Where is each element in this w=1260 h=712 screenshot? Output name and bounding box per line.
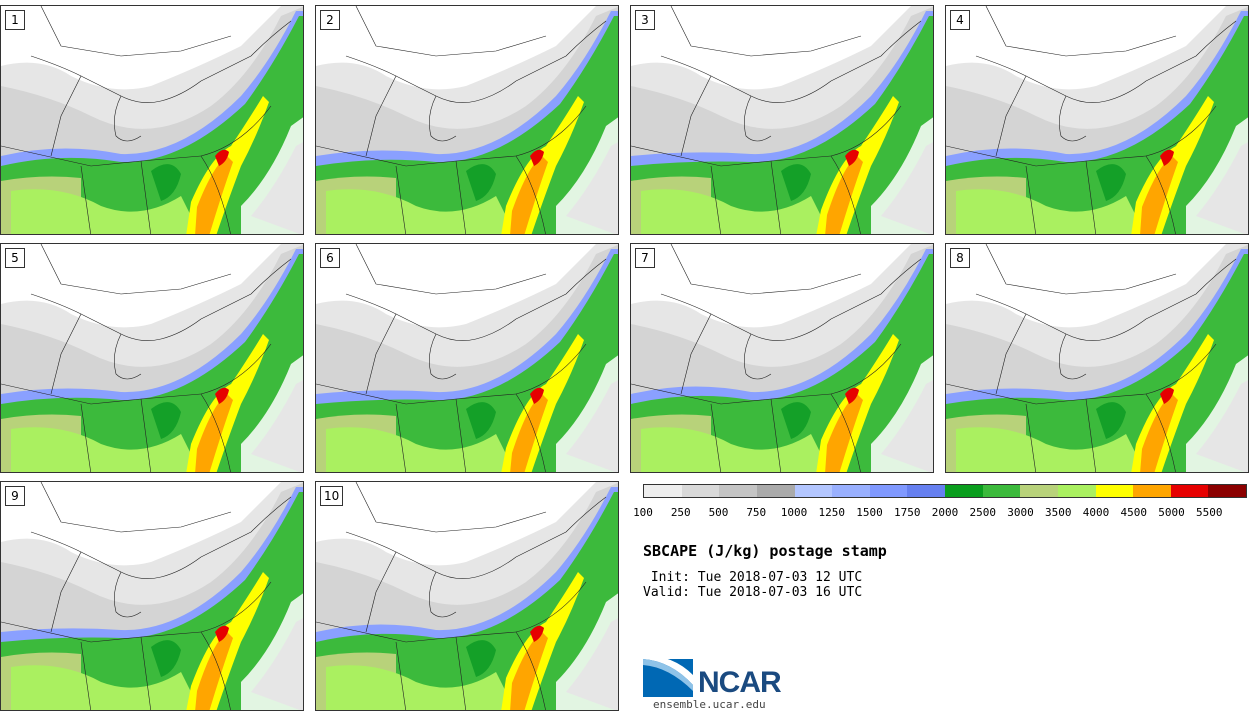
- member-number-badge: 9: [5, 486, 25, 506]
- colorbar-swatch: [945, 485, 983, 497]
- member-number-badge: 7: [635, 248, 655, 268]
- colorbar-tick-label: 5500: [1196, 506, 1223, 519]
- cape-map: [1, 6, 303, 234]
- colorbar-swatch: [1208, 485, 1246, 497]
- colorbar-tick-label: 750: [746, 506, 767, 519]
- product-title: SBCAPE (J/kg) postage stamp: [643, 542, 887, 560]
- member-panel[interactable]: 9: [0, 481, 304, 711]
- colorbar-swatch: [1020, 485, 1058, 497]
- member-number-badge: 4: [950, 10, 970, 30]
- colorbar-tick-label: 4000: [1082, 506, 1110, 519]
- member-panel[interactable]: 3: [630, 5, 934, 235]
- member-panel[interactable]: 8: [945, 243, 1249, 473]
- colorbar-swatch: [1170, 485, 1209, 497]
- colorbar-tick-label: 5000: [1158, 506, 1185, 519]
- member-number-badge: 10: [320, 486, 344, 506]
- ncar-logo-icon: [643, 655, 693, 697]
- site-url[interactable]: ensemble.ucar.edu: [653, 698, 766, 711]
- cape-map: [1, 482, 303, 710]
- cape-map: [946, 6, 1248, 234]
- colorbar-swatch: [832, 485, 870, 497]
- member-panel[interactable]: 7: [630, 243, 934, 473]
- colorbar-tick-label: 500: [708, 506, 729, 519]
- colorbar-tick-label: 1250: [818, 506, 846, 519]
- member-number-badge: 1: [5, 10, 25, 30]
- cape-map: [316, 6, 618, 234]
- logo-wordmark: NCAR: [698, 666, 782, 699]
- colorbar-tick-label: 2000: [931, 506, 959, 519]
- colorbar-swatch: [1057, 485, 1096, 497]
- colorbar-tick-label: 3000: [1007, 506, 1034, 519]
- colorbar-swatch: [1133, 485, 1171, 497]
- colorbar-swatch: [869, 485, 908, 497]
- member-panel[interactable]: 4: [945, 5, 1249, 235]
- init-time: Init: Tue 2018-07-03 12 UTC: [643, 570, 863, 585]
- colorbar-tick-label: 100: [633, 506, 653, 519]
- cape-map: [316, 244, 618, 472]
- member-panel[interactable]: 1: [0, 5, 304, 235]
- colorbar-swatch: [681, 485, 720, 497]
- cape-map: [1, 244, 303, 472]
- colorbar-swatch: [794, 485, 833, 497]
- member-number-badge: 3: [635, 10, 655, 30]
- member-panel[interactable]: 2: [315, 5, 619, 235]
- colorbar-swatch: [719, 485, 757, 497]
- cape-map: [631, 244, 933, 472]
- colorbar-swatch: [982, 485, 1021, 497]
- colorbar-tick-label: 1500: [856, 506, 883, 519]
- colorbar-tick-label: 2500: [969, 506, 997, 519]
- member-number-badge: 5: [5, 248, 25, 268]
- member-panel[interactable]: 6: [315, 243, 619, 473]
- member-number-badge: 6: [320, 248, 340, 268]
- colorbar-tick-label: 3500: [1045, 506, 1072, 519]
- cape-map: [946, 244, 1248, 472]
- colorbar-tick-label: 1750: [894, 506, 921, 519]
- member-number-badge: 2: [320, 10, 340, 30]
- colorbar-swatch: [907, 485, 945, 497]
- member-panel[interactable]: 10: [315, 481, 619, 711]
- colorbar-tick-label: 1000: [780, 506, 808, 519]
- colorbar-tick-label: 4500: [1120, 506, 1148, 519]
- member-number-badge: 8: [950, 248, 970, 268]
- colorbar-swatch: [1095, 485, 1134, 497]
- colorbar-tick-labels: 100 250 500 750 1000 1250 1500 1750 2000 2500 3000…: [633, 506, 1247, 520]
- member-panel[interactable]: 5: [0, 243, 304, 473]
- colorbar-swatch: [644, 485, 682, 497]
- colorbar-swatch: [756, 485, 795, 497]
- colorbar: [643, 484, 1247, 498]
- cape-map: [316, 482, 618, 710]
- valid-time: Valid: Tue 2018-07-03 16 UTC: [643, 585, 863, 600]
- cape-map: [631, 6, 933, 234]
- colorbar-tick-label: 250: [670, 506, 691, 519]
